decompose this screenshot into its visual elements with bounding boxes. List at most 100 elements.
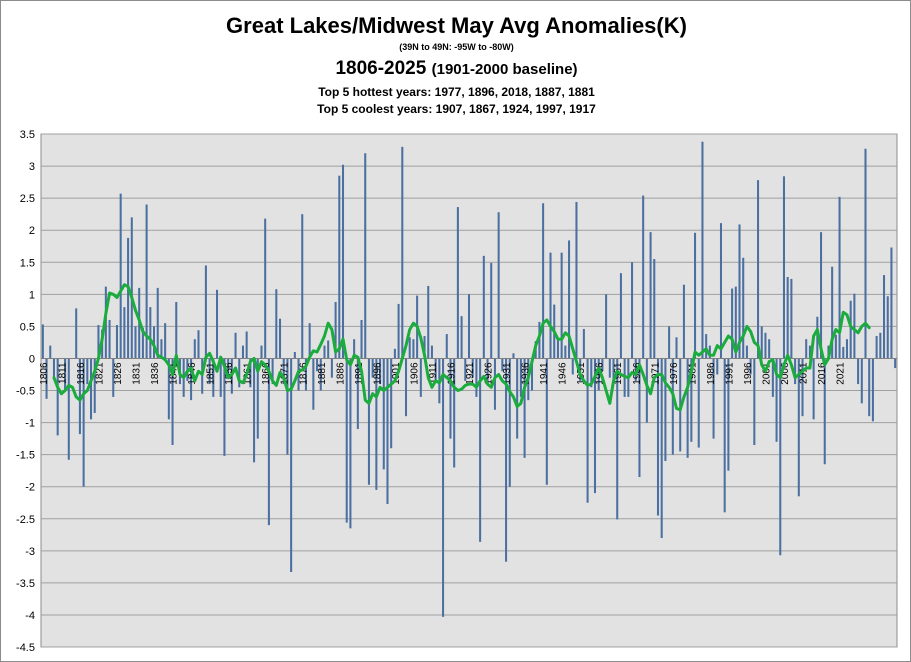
x-tick-label: 1971 [650, 362, 661, 385]
x-tick-label: 1826 [113, 362, 124, 385]
bar-year-2010 [797, 358, 800, 497]
bar-year-1888 [345, 358, 348, 523]
bar-year-1878 [308, 323, 311, 359]
bar-year-1872 [286, 358, 289, 455]
bar-year-1909 [423, 335, 426, 359]
bar-year-1892 [360, 319, 363, 359]
bar-year-1986 [708, 345, 711, 359]
bar-year-1815 [75, 308, 78, 359]
bar-year-1955 [593, 358, 597, 494]
bar-year-1920 [464, 358, 467, 381]
bar-year-1830 [130, 217, 133, 359]
bar-year-1981 [690, 358, 693, 442]
smoothed-line [52, 283, 871, 412]
bar-year-1882 [323, 345, 326, 359]
bar-year-1908 [419, 358, 422, 397]
bar-year-1929 [497, 212, 500, 359]
bar-year-1905 [408, 337, 411, 359]
bar-year-1971 [653, 259, 656, 359]
bar-year-1853 [216, 289, 219, 359]
bar-year-1866 [264, 218, 267, 359]
bar-year-1995 [742, 257, 745, 359]
bar-year-1988 [716, 358, 719, 375]
bar-year-1861 [245, 331, 248, 359]
bar-year-1982 [694, 232, 697, 359]
bar-year-1841 [171, 358, 174, 446]
bar-year-2013 [808, 345, 811, 359]
bar-year-1858 [234, 332, 237, 359]
x-tick-label: 1871 [280, 362, 291, 385]
bar-year-1851 [208, 358, 211, 385]
bar-year-2032 [879, 332, 882, 359]
bar-year-1912 [434, 358, 437, 381]
bar-year-1869 [275, 289, 278, 359]
bar-series [41, 141, 897, 617]
x-tick-label: 1831 [131, 362, 142, 385]
bar-year-1989 [719, 223, 722, 359]
bar-year-1934 [516, 358, 519, 439]
y-tick-label: 3 [29, 161, 35, 173]
bar-year-1933 [512, 353, 515, 359]
bar-year-2007 [786, 277, 789, 359]
bar-year-1817 [82, 358, 85, 487]
bar-year-1965 [631, 262, 634, 359]
bar-year-1974 [664, 358, 667, 462]
bar-year-1938 [530, 358, 534, 391]
bar-year-1911 [430, 345, 433, 359]
bar-year-1887 [341, 164, 345, 359]
bar-year-1886 [338, 175, 341, 359]
bar-year-1898 [382, 358, 385, 470]
bar-year-1854 [219, 358, 222, 397]
bar-year-1848 [197, 330, 200, 359]
bar-year-2020 [834, 334, 837, 359]
bar-year-1935 [519, 358, 522, 397]
bar-year-1867 [267, 358, 270, 526]
bar-year-2026 [857, 358, 860, 385]
bar-year-1821 [97, 325, 100, 359]
bar-year-1862 [249, 358, 252, 388]
bar-year-1859 [238, 358, 241, 388]
bar-year-1993 [734, 286, 737, 359]
bar-year-2015 [816, 316, 819, 359]
bar-year-2008 [790, 278, 793, 359]
bar-year-1883 [327, 340, 330, 359]
bar-year-1893 [364, 153, 367, 359]
bar-year-1962 [619, 273, 622, 359]
bar-year-1825 [112, 358, 115, 397]
bar-year-1996 [745, 345, 748, 359]
x-tick-label: 1906 [409, 362, 420, 385]
bar-year-1806 [41, 324, 44, 359]
bar-year-1959 [608, 358, 611, 378]
bar-year-2002 [768, 339, 771, 359]
bar-year-1906 [412, 339, 415, 359]
bar-year-1876 [301, 214, 304, 359]
bar-year-2028 [864, 148, 867, 359]
bar-year-1970 [649, 232, 652, 359]
x-tick-label: 1816 [76, 362, 87, 385]
bar-year-1812 [64, 358, 67, 391]
bar-year-2011 [801, 358, 804, 417]
chart-title: Great Lakes/Midwest May Avg Anomalies(K) [226, 13, 687, 38]
bar-year-1807 [45, 358, 48, 399]
y-tick-label: 2.5 [20, 193, 35, 205]
hottest-years-note: Top 5 hottest years: 1977, 1896, 2018, 1… [318, 85, 595, 99]
bar-year-1940 [538, 321, 541, 359]
x-tick-label: 1911 [428, 362, 439, 384]
bar-year-1956 [597, 358, 600, 391]
bar-year-2035 [890, 247, 893, 359]
bar-year-1919 [460, 316, 463, 359]
bar-year-1819 [90, 358, 93, 420]
x-tick-label: 1896 [372, 362, 383, 385]
bar-year-1954 [590, 358, 593, 388]
bar-year-2025 [853, 293, 856, 359]
x-tick-label: 2006 [780, 362, 791, 385]
bar-year-2022 [842, 346, 845, 359]
bar-year-1950 [575, 201, 578, 359]
bar-year-2003 [771, 358, 774, 397]
bar-year-1977 [675, 337, 678, 359]
bar-year-1984 [701, 141, 704, 359]
bar-year-1889 [349, 358, 352, 529]
bar-year-1860 [241, 345, 244, 359]
bar-year-1837 [156, 287, 159, 359]
